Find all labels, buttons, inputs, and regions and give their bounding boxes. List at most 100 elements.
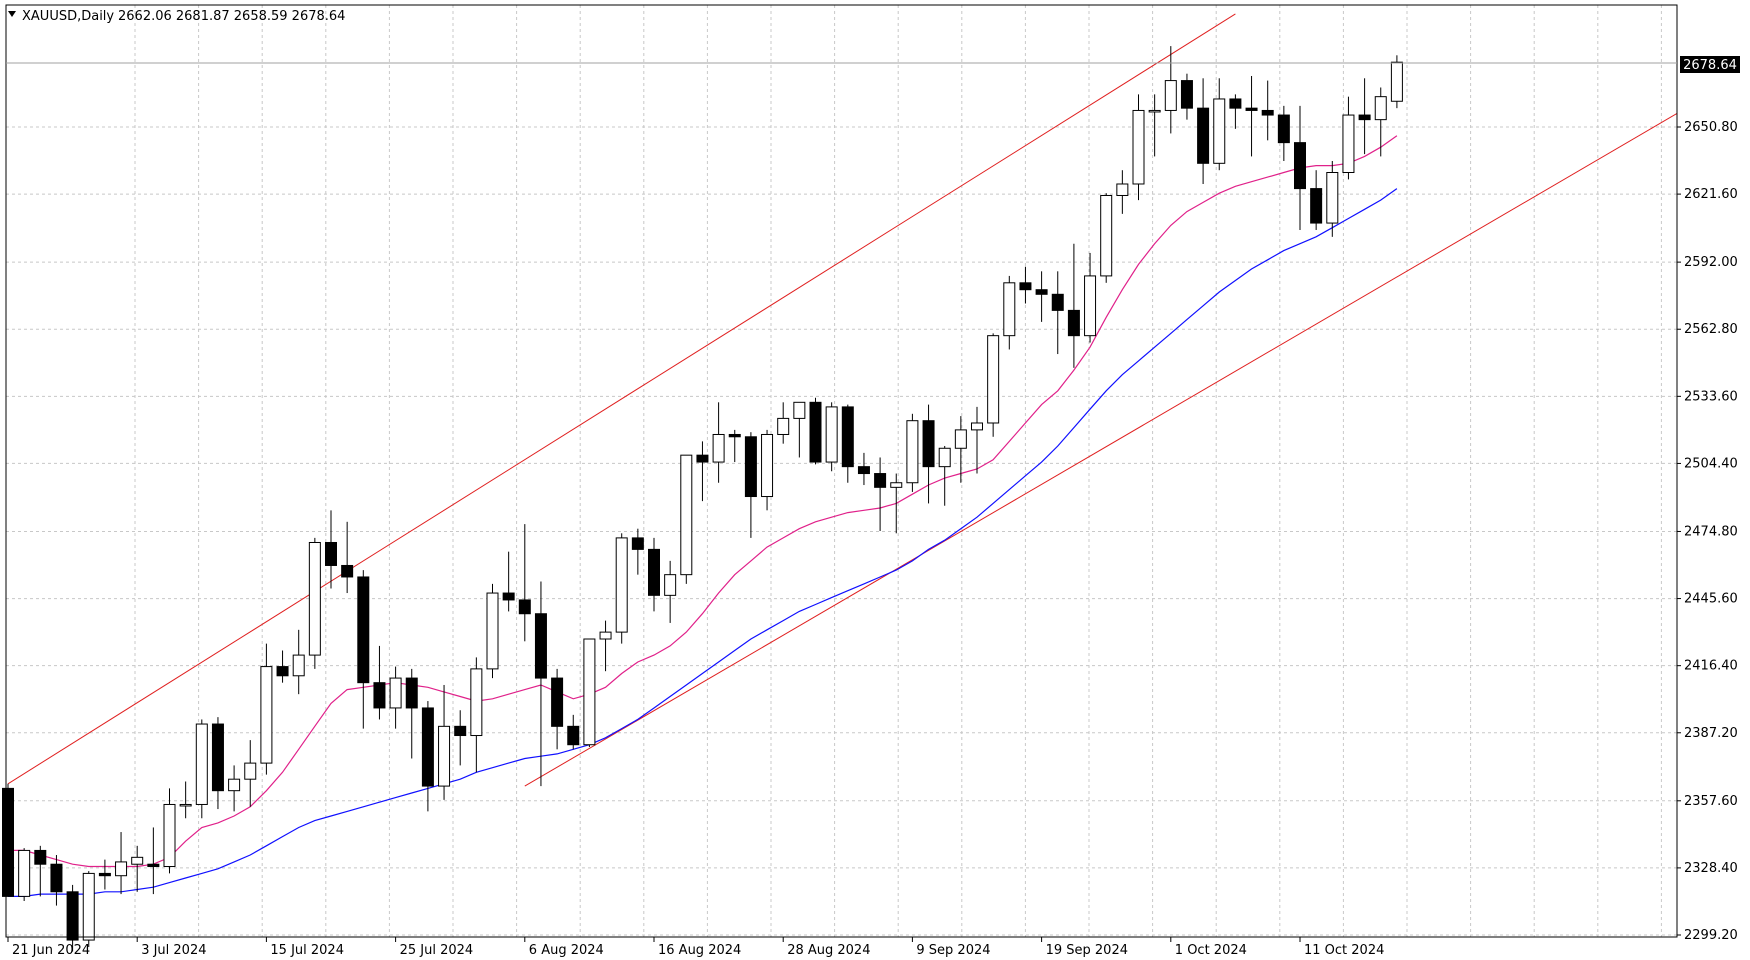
candle-body-bull xyxy=(987,335,1000,424)
candle-body-bear xyxy=(50,863,63,893)
y-tick-label: 2562.80 xyxy=(1684,322,1738,337)
candle xyxy=(906,413,919,492)
candle-body-bull xyxy=(664,574,677,596)
x-tick-label: 19 Sep 2024 xyxy=(1046,943,1128,958)
candle xyxy=(890,473,903,534)
candle-body-bear xyxy=(1310,188,1323,224)
price-axis[interactable]: 2299.20 2328.40 2357.60 2387.20 2416.40 2445.… xyxy=(6,62,1738,943)
candle-body-bull xyxy=(228,778,241,792)
candle xyxy=(1245,75,1258,157)
candle xyxy=(421,701,434,812)
candle xyxy=(761,429,774,511)
candle xyxy=(211,717,224,810)
candle-body-bull xyxy=(308,541,321,656)
candle xyxy=(276,650,289,683)
candle-body-bear xyxy=(276,666,289,677)
candle-body-bull xyxy=(1084,275,1097,337)
moving-averages xyxy=(8,135,1398,898)
candle-body-bear xyxy=(357,576,370,684)
chart-header: XAUUSD,Daily 2662.06 2681.87 2658.59 267… xyxy=(8,9,345,24)
candle-body-bull xyxy=(292,654,305,677)
candle xyxy=(809,397,822,465)
candle-body-bear xyxy=(405,677,418,709)
y-tick-label: 2650.80 xyxy=(1684,120,1738,135)
candle xyxy=(1229,94,1242,129)
time-axis[interactable]: 21 Jun 2024 3 Jul 2024 15 Jul 2024 25 Jul 2… xyxy=(7,937,1384,958)
candle-body-bull xyxy=(244,762,257,780)
candle-body-bear xyxy=(373,682,386,709)
candle xyxy=(954,416,967,483)
candle xyxy=(1197,78,1210,184)
candle xyxy=(357,570,370,729)
candle-body-bull xyxy=(599,631,612,640)
y-tick-label: 2592.00 xyxy=(1684,255,1738,270)
candle-body-bear xyxy=(696,454,709,463)
candle xyxy=(1051,271,1064,355)
candle-body-bear xyxy=(744,436,757,498)
fast-ma-line xyxy=(8,135,1398,868)
candle xyxy=(664,560,677,623)
candle-body-bear xyxy=(551,677,564,727)
candle-body-bear xyxy=(874,473,887,488)
candle xyxy=(373,645,386,720)
candle xyxy=(1310,170,1323,230)
candle xyxy=(971,406,983,474)
candle-body-bull xyxy=(761,433,774,498)
candle xyxy=(1342,96,1355,180)
candle xyxy=(696,441,709,502)
candle xyxy=(66,884,79,952)
candle xyxy=(583,638,596,748)
candle-body-bull xyxy=(825,406,838,463)
x-tick-label: 3 Jul 2024 xyxy=(141,943,206,958)
candle-body-bull xyxy=(179,803,192,807)
y-tick-label: 2474.80 xyxy=(1684,524,1738,539)
candle xyxy=(1003,275,1016,350)
candle-body-bear xyxy=(1294,142,1306,190)
trend-channel[interactable] xyxy=(7,13,1750,787)
candle xyxy=(1084,252,1097,343)
candle xyxy=(825,402,838,472)
candle xyxy=(777,402,790,444)
candle xyxy=(18,848,31,901)
candle xyxy=(1294,105,1306,230)
candle-body-bull xyxy=(82,872,95,941)
candle xyxy=(793,401,806,458)
candle-body-bull xyxy=(1003,282,1016,337)
candle-body-bear xyxy=(341,564,354,578)
candle-body-bear xyxy=(325,541,337,566)
candle xyxy=(922,404,935,504)
candle xyxy=(1019,266,1032,304)
candle xyxy=(1213,78,1226,171)
candle xyxy=(631,528,644,575)
slow-ma-line xyxy=(8,188,1398,898)
y-tick-label: 2504.40 xyxy=(1684,456,1738,471)
x-tick-label: 9 Sep 2024 xyxy=(916,943,990,958)
candle-body-bear xyxy=(502,592,515,601)
candle-body-bull xyxy=(954,429,967,449)
candle xyxy=(648,537,660,612)
candle-body-bull xyxy=(438,725,451,787)
candle-body-bull xyxy=(1342,114,1355,174)
candle xyxy=(1116,170,1129,214)
candle-body-bear xyxy=(421,707,434,787)
candle-body-bear xyxy=(1019,282,1032,291)
candle-body-bull xyxy=(1213,98,1226,164)
candle-body-bear xyxy=(1051,293,1064,311)
candle xyxy=(1180,73,1193,120)
candle-body-bear xyxy=(66,891,79,941)
candle xyxy=(486,583,499,679)
candle-body-bull xyxy=(1148,109,1161,113)
dropdown-triangle-icon[interactable] xyxy=(8,11,16,17)
candle-body-bear xyxy=(1358,114,1371,121)
symbol-label: XAUUSD,Daily xyxy=(22,9,114,24)
candle xyxy=(615,533,628,644)
candle-body-bull xyxy=(615,537,628,633)
candle-body-bear xyxy=(534,613,547,679)
candle-body-bear xyxy=(631,537,644,550)
candle-body-bull xyxy=(1390,61,1403,102)
candle-body-bull xyxy=(115,861,128,877)
candle xyxy=(405,668,418,759)
y-tick-label: 2299.20 xyxy=(1684,928,1738,943)
